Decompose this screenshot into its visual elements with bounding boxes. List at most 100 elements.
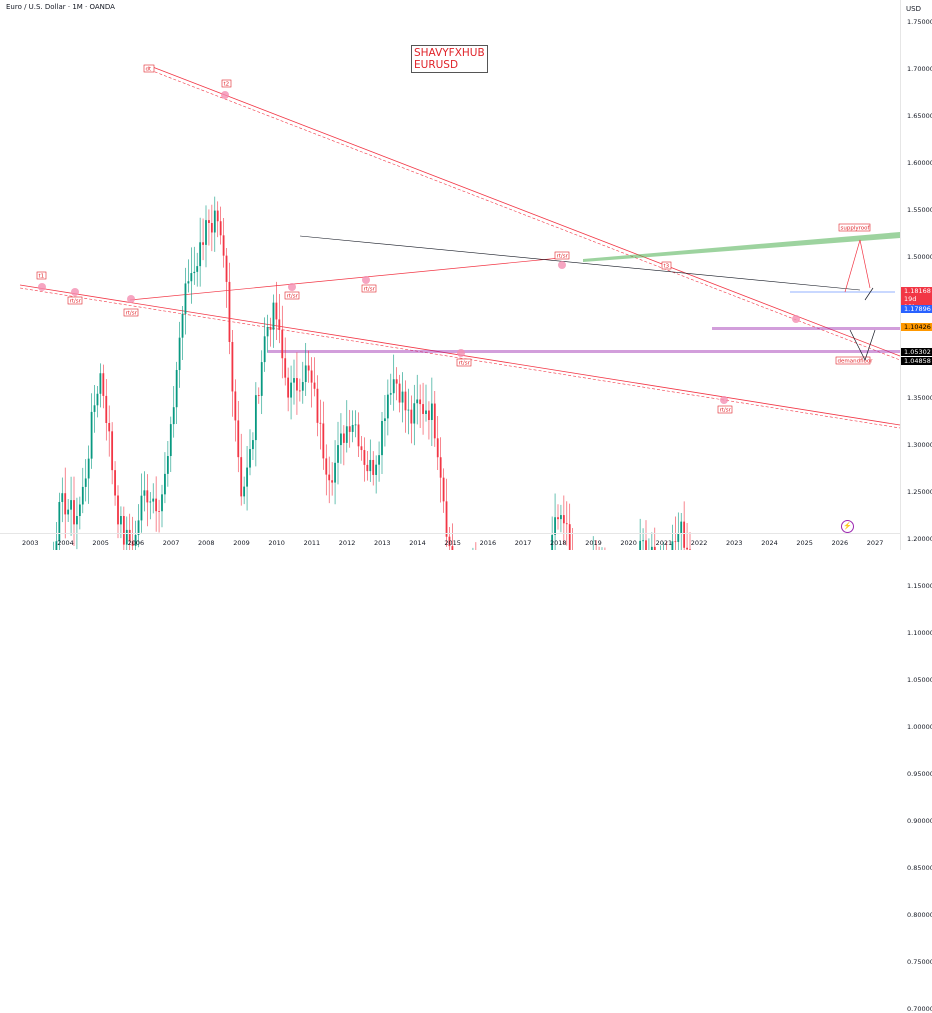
candle xyxy=(90,393,93,469)
year-tick-label: 2026 xyxy=(831,539,849,547)
candle xyxy=(199,217,202,287)
candle xyxy=(386,379,389,436)
candle xyxy=(70,476,72,536)
year-tick-label: 2017 xyxy=(514,539,532,547)
candle xyxy=(650,532,653,550)
chart-drawings xyxy=(19,65,901,429)
year-tick-label: 2022 xyxy=(690,539,708,547)
candle xyxy=(122,506,125,550)
candle xyxy=(237,400,240,473)
candle xyxy=(328,456,331,504)
candle xyxy=(53,541,54,550)
candle xyxy=(193,246,196,285)
price-tick-label: 0.70000 xyxy=(907,1005,932,1013)
candle xyxy=(76,497,78,550)
price-tick-label: 1.30000 xyxy=(907,441,932,449)
year-tick-label: 2021 xyxy=(655,539,673,547)
candle xyxy=(240,433,243,506)
black-price-tag-1: 1.05302 xyxy=(901,348,932,356)
candle xyxy=(677,512,680,550)
svg-text:rt/sr: rt/sr xyxy=(364,287,376,293)
descending-resistance-line xyxy=(149,65,901,357)
candle xyxy=(345,400,348,453)
candle xyxy=(219,206,222,245)
year-tick-label: 2010 xyxy=(268,539,285,547)
candle xyxy=(398,374,401,413)
year-tick-label: 2016 xyxy=(479,539,497,547)
candle xyxy=(381,412,383,474)
candle xyxy=(164,452,166,504)
price-tick-label: 1.25000 xyxy=(907,488,932,496)
pivot-marker xyxy=(221,91,229,99)
tradingview-logo-icon: ⚡ xyxy=(841,520,854,533)
candle xyxy=(99,363,102,408)
candle xyxy=(175,361,178,425)
candle xyxy=(81,467,84,514)
candle xyxy=(560,504,562,533)
last-price-tag: 1.18168 xyxy=(901,287,932,295)
green-supply-channel xyxy=(583,232,900,262)
price-tick-label: 0.85000 xyxy=(907,864,932,872)
candle xyxy=(419,384,422,429)
pivot-marker xyxy=(288,283,296,291)
orange-price-tag: 1.10426 xyxy=(901,323,932,331)
candle xyxy=(375,455,378,494)
candle xyxy=(331,462,334,496)
label-rtsr: rt/sr xyxy=(554,251,570,260)
year-tick-label: 2020 xyxy=(620,539,637,547)
svg-text:rt/sr: rt/sr xyxy=(720,408,732,414)
year-tick-label: 2025 xyxy=(796,539,813,547)
candle xyxy=(357,412,360,457)
candle xyxy=(683,501,686,550)
year-tick-label: 2009 xyxy=(233,539,250,547)
candle xyxy=(325,444,328,496)
price-axis-divider xyxy=(900,0,901,550)
candle xyxy=(304,342,307,396)
candle xyxy=(557,504,559,530)
price-tick-label: 0.75000 xyxy=(907,958,932,966)
candle xyxy=(430,377,433,447)
pivot-marker xyxy=(71,288,79,296)
candle xyxy=(190,247,193,304)
candle xyxy=(181,306,184,360)
descending-resistance-line-dashed xyxy=(149,69,901,361)
candle xyxy=(178,321,181,388)
candle xyxy=(287,367,290,412)
candle xyxy=(642,528,644,550)
candle xyxy=(369,439,372,482)
candle xyxy=(216,201,219,238)
year-tick-label: 2015 xyxy=(444,539,461,547)
label-dt: dt xyxy=(143,64,155,73)
candle xyxy=(64,467,67,539)
time-axis-divider xyxy=(0,533,900,534)
year-tick-label: 2005 xyxy=(92,539,109,547)
candle xyxy=(366,450,369,481)
watermark-line-1: SHAVYFXHUB xyxy=(414,47,485,59)
candle xyxy=(284,337,287,386)
candle xyxy=(293,359,295,405)
candle xyxy=(266,314,269,353)
candle xyxy=(439,437,442,503)
year-tick-label: 2019 xyxy=(585,539,602,547)
price-chart[interactable]: dt t1 t2 t3 rt/sr rt/sr rt/sr rt/sr rt/sr rt/sr rt… xyxy=(0,0,932,550)
price-tick-label: 1.50000 xyxy=(907,253,932,261)
svg-text:rt/sr: rt/sr xyxy=(557,254,569,260)
svg-text:rt/sr: rt/sr xyxy=(126,311,138,317)
label-rtsr: rt/sr xyxy=(284,291,300,300)
candle xyxy=(117,485,119,539)
candle xyxy=(671,524,674,550)
projection-arrow-up xyxy=(864,287,874,301)
candle xyxy=(565,501,568,546)
candle xyxy=(231,329,234,417)
price-tick-label: 1.10000 xyxy=(907,629,932,637)
price-tick-label: 1.20000 xyxy=(907,535,932,543)
pivot-marker xyxy=(457,349,465,357)
candle xyxy=(108,405,111,457)
candle xyxy=(680,512,683,550)
projection-arrow-supply xyxy=(844,239,871,293)
candle xyxy=(392,354,395,411)
candle xyxy=(568,503,571,550)
year-tick-label: 2014 xyxy=(409,539,426,547)
label-demandfloor: demandfloor xyxy=(835,356,873,365)
candle xyxy=(348,409,351,448)
